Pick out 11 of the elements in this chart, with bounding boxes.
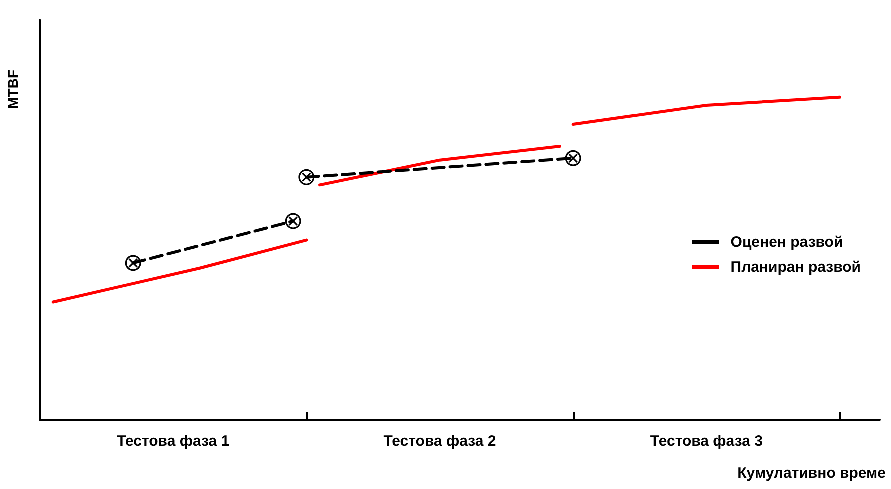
point <box>285 213 302 230</box>
legend-label: Планиран развой <box>730 259 861 276</box>
point <box>298 169 315 186</box>
x-tick-label: Тестова фаза 3 <box>650 433 763 450</box>
point <box>125 255 142 272</box>
x-axis-title: Кумулативно време <box>738 465 886 482</box>
x-tick-label: Тестова фаза 2 <box>384 433 496 450</box>
point <box>565 150 582 166</box>
legend-label: Оценен развой <box>730 234 844 251</box>
y-axis-title: MTBF <box>5 70 21 109</box>
x-tick-label: Тестова фаза 1 <box>117 433 230 450</box>
